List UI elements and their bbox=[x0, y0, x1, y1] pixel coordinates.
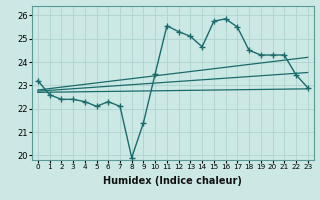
X-axis label: Humidex (Indice chaleur): Humidex (Indice chaleur) bbox=[103, 176, 242, 186]
